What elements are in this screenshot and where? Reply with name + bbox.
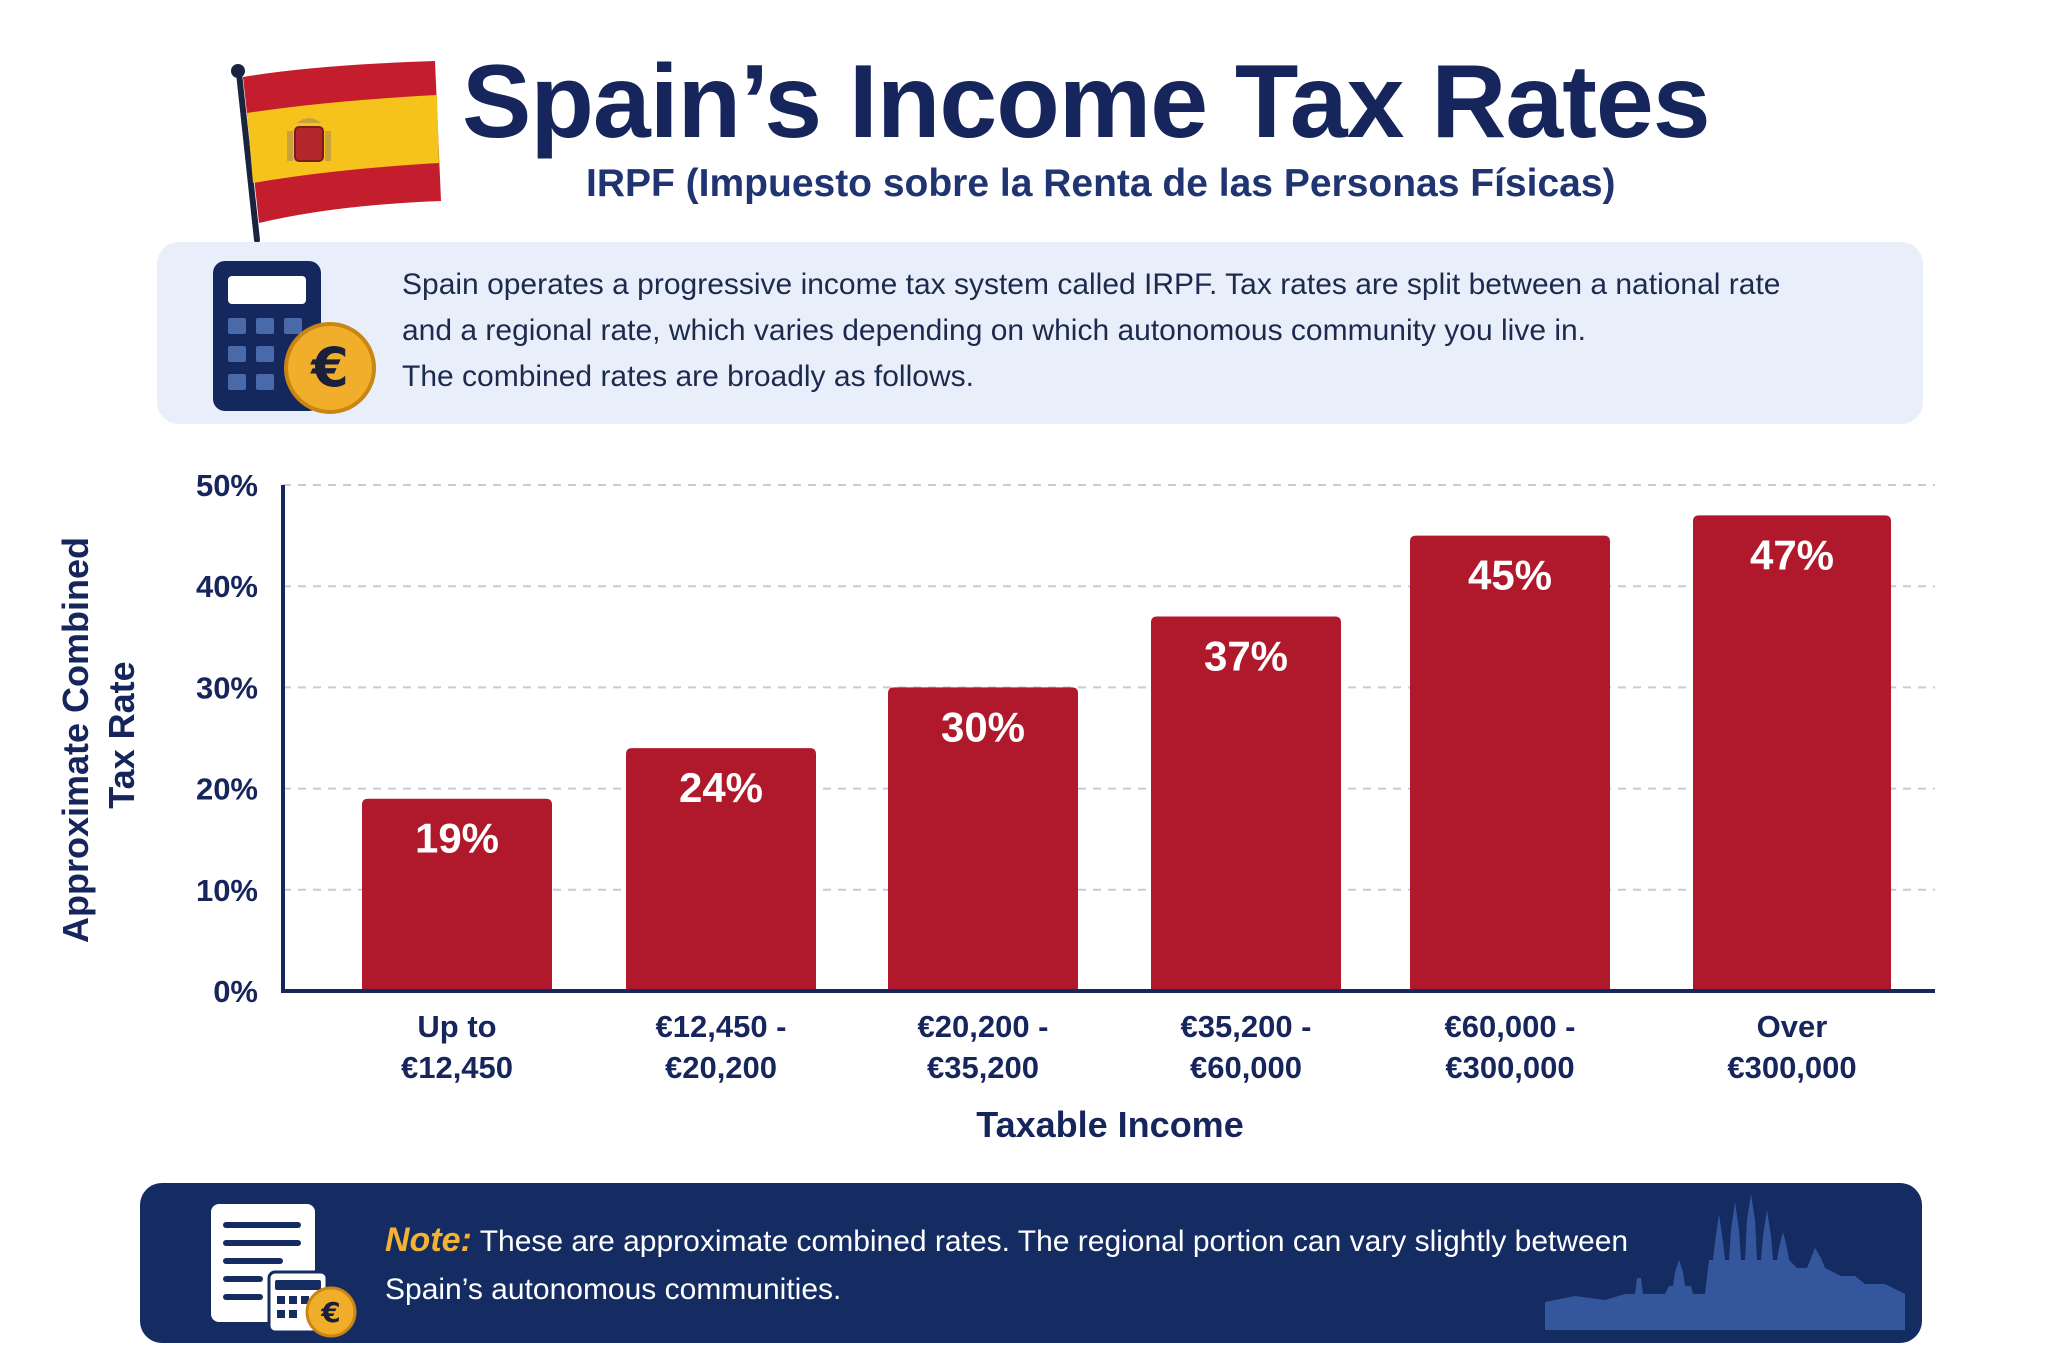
bar-value-label: 19% xyxy=(415,815,499,862)
bar-value-label: 47% xyxy=(1750,531,1834,578)
bar xyxy=(1151,616,1341,991)
note-label: Note: xyxy=(385,1221,472,1259)
y-axis-title: Approximate Combined Tax Rate xyxy=(55,527,142,943)
note-body-line: Spain’s autonomous communities. xyxy=(385,1273,842,1306)
y-axis-ticks: 0% 10% 20% 30% 40% 50% xyxy=(196,468,258,1009)
svg-text:€: € xyxy=(309,336,349,399)
page-subtitle: IRPF (Impuesto sobre la Renta de las Per… xyxy=(586,162,1616,205)
bar-value-label: 30% xyxy=(941,703,1025,750)
bar-value-label: 37% xyxy=(1204,633,1288,680)
x-tick-label: €12,450 -€20,200 xyxy=(656,1009,787,1085)
bar xyxy=(1410,535,1610,991)
intro-text: Spain operates a progressive income tax … xyxy=(402,262,1902,400)
bar xyxy=(362,798,552,991)
bar xyxy=(1693,515,1891,991)
x-axis-title: Taxable Income xyxy=(976,1104,1243,1145)
page-title: Spain’s Income Tax Rates xyxy=(462,44,1711,160)
y-tick-label: 50% xyxy=(196,468,258,503)
x-tick-label: €35,200 -€60,000 xyxy=(1181,1009,1312,1085)
x-axis-categories: Up to €12,450 €12,450 -€20,200 €20,200 -€35… xyxy=(401,1009,1857,1085)
y-axis-title-line: Approximate Combined xyxy=(55,537,96,943)
spain-flag-icon xyxy=(231,61,441,243)
document-calculator-icon: € xyxy=(211,1200,357,1338)
bar xyxy=(626,748,816,991)
chart-gridlines xyxy=(283,484,1935,891)
bar-value-label: 24% xyxy=(679,764,763,811)
y-tick-label: 10% xyxy=(196,873,258,908)
note-body-line: These are approximate combined rates. Th… xyxy=(479,1225,1629,1258)
intro-panel xyxy=(157,242,1923,424)
bar-value-label: 45% xyxy=(1468,552,1552,599)
y-tick-label: 0% xyxy=(213,974,258,1009)
y-tick-label: 30% xyxy=(196,670,258,705)
x-tick-label: Up to €12,450 xyxy=(401,1009,513,1085)
y-tick-label: 20% xyxy=(196,772,258,807)
y-tick-label: 40% xyxy=(196,569,258,604)
calculator-euro-icon: € xyxy=(213,261,376,414)
intro-line: Spain operates a progressive income tax … xyxy=(402,268,1781,301)
y-axis-title-line: Tax Rate xyxy=(101,661,142,808)
x-tick-label: Over €300,000 xyxy=(1727,1009,1856,1085)
x-tick-label: €60,000 -€300,000 xyxy=(1445,1009,1576,1085)
bar xyxy=(888,687,1078,991)
chart-bars: 19% 24% 30% 37% 45% 47% xyxy=(362,515,1891,991)
svg-text:€: € xyxy=(320,1296,340,1329)
note-text: Note: These are approximate combined rat… xyxy=(385,1216,1685,1314)
intro-line: and a regional rate, which varies depend… xyxy=(402,314,1587,347)
intro-line: The combined rates are broadly as follow… xyxy=(402,360,974,393)
x-tick-label: €20,200 -€35,200 xyxy=(918,1009,1049,1085)
tax-rate-bar-chart: 0% 10% 20% 30% 40% 50% 19% 24% 30% 37% 45% 47% Up … xyxy=(55,468,1935,1145)
barcelona-skyline-icon xyxy=(1545,1194,1905,1330)
